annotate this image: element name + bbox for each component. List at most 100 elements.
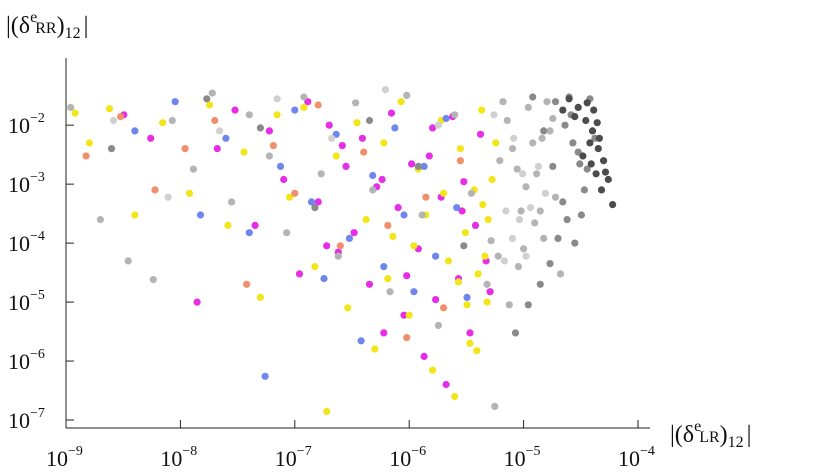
data-point (580, 186, 589, 194)
data-point (245, 111, 253, 119)
data-point (365, 116, 374, 125)
data-point (463, 293, 471, 301)
data-point (600, 157, 608, 165)
data-point (325, 121, 333, 129)
x-tick-label: 10−9 (46, 444, 83, 471)
data-point (587, 160, 595, 168)
x-tick-label: 10−7 (275, 444, 312, 471)
data-point (549, 162, 557, 170)
data-point (344, 304, 352, 312)
data-point (517, 207, 525, 215)
data-point (546, 260, 554, 268)
data-point (420, 352, 428, 360)
x-axis-label: |(δe LR)12 | (670, 418, 751, 451)
data-point (551, 193, 560, 201)
data-point (524, 103, 532, 111)
data-point (490, 111, 498, 119)
y-ticks: 10−2 10−3 10−4 10−5 10−6 10−7 (8, 111, 74, 433)
data-point (442, 380, 450, 389)
data-point (291, 189, 299, 197)
data-point (429, 366, 437, 374)
data-point (601, 168, 610, 176)
y-tick-label: 10−5 (8, 288, 45, 315)
data-point (286, 193, 294, 201)
data-point (522, 252, 530, 260)
data-point (519, 170, 527, 178)
data-point (109, 116, 118, 125)
y-tick-label: 10−2 (8, 111, 45, 138)
data-point (185, 189, 194, 197)
data-point (206, 101, 214, 109)
x-ticks: 10−9 10−8 10−7 10−6 10−5 10−4 (46, 420, 655, 471)
data-point (261, 372, 269, 380)
data-point (71, 109, 79, 117)
data-point (541, 189, 550, 197)
data-point (429, 124, 437, 132)
data-point (124, 257, 132, 265)
data-point (549, 114, 557, 123)
data-point (216, 127, 224, 135)
data-point (243, 280, 251, 288)
data-point (380, 139, 388, 147)
data-point (434, 321, 442, 330)
data-point (540, 127, 548, 135)
data-point (193, 298, 201, 306)
data-point (479, 201, 487, 209)
data-point (222, 134, 230, 142)
data-point (453, 204, 461, 212)
data-point (534, 162, 543, 170)
data-point (510, 134, 518, 142)
data-point (502, 207, 510, 215)
data-point (371, 345, 379, 353)
data-point (604, 175, 612, 184)
data-point (265, 127, 273, 135)
data-point (593, 119, 601, 127)
data-point (508, 145, 517, 153)
data-point (231, 106, 239, 114)
data-point (463, 301, 471, 309)
data-point (559, 198, 567, 206)
data-point (492, 139, 500, 147)
data-point (571, 113, 579, 121)
data-point (369, 186, 377, 194)
data-point (307, 198, 316, 206)
data-point (486, 288, 494, 296)
data-point (543, 98, 551, 106)
data-point (394, 204, 402, 212)
x-tick-label: 10−6 (389, 444, 426, 471)
data-point (474, 270, 482, 278)
data-point (168, 116, 176, 125)
data-point (151, 186, 159, 194)
data-point (563, 216, 571, 224)
data-point (425, 152, 433, 160)
data-point (577, 211, 586, 219)
data-point (546, 127, 554, 135)
data-point (273, 111, 281, 119)
data-point (189, 165, 197, 173)
data-point (440, 189, 448, 197)
data-point (529, 93, 537, 101)
data-point (96, 216, 104, 224)
data-point (82, 152, 90, 160)
data-point (147, 134, 155, 142)
data-point (466, 329, 474, 337)
data-point (491, 402, 499, 410)
data-point (531, 219, 539, 227)
data-point (265, 152, 273, 160)
data-point (529, 139, 537, 147)
data-point (381, 86, 389, 94)
data-point (461, 229, 469, 237)
data-point (420, 162, 428, 170)
data-point (456, 145, 464, 153)
data-point (609, 201, 617, 209)
data-point (291, 106, 299, 114)
data-point (391, 124, 399, 132)
data-point (314, 198, 322, 206)
data-point (496, 157, 504, 165)
data-point (350, 229, 358, 237)
data-point (380, 263, 388, 271)
data-point (451, 392, 459, 401)
data-point (494, 252, 502, 260)
data-point (432, 252, 440, 260)
